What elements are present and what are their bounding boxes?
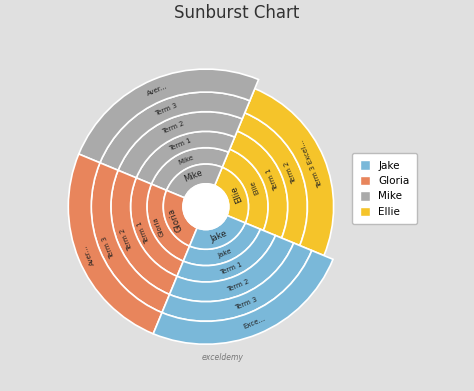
Wedge shape bbox=[177, 229, 275, 282]
Text: Exce...: Exce... bbox=[242, 316, 266, 330]
Wedge shape bbox=[166, 164, 222, 198]
Text: Gloria: Gloria bbox=[167, 206, 184, 233]
Text: Term 1: Term 1 bbox=[219, 262, 244, 276]
Text: Mike: Mike bbox=[182, 169, 204, 184]
Text: Jake: Jake bbox=[218, 248, 233, 259]
Wedge shape bbox=[136, 131, 235, 184]
Text: Term 2: Term 2 bbox=[120, 227, 135, 251]
Text: Jake: Jake bbox=[209, 230, 228, 244]
Text: Term 1: Term 1 bbox=[168, 137, 192, 152]
Wedge shape bbox=[170, 235, 294, 302]
Wedge shape bbox=[111, 170, 177, 294]
Wedge shape bbox=[190, 215, 245, 249]
Wedge shape bbox=[68, 154, 162, 334]
Wedge shape bbox=[118, 112, 242, 178]
Wedge shape bbox=[153, 251, 333, 344]
Wedge shape bbox=[237, 113, 308, 246]
Text: exceldemy: exceldemy bbox=[201, 353, 243, 362]
Wedge shape bbox=[215, 167, 248, 223]
Wedge shape bbox=[79, 69, 258, 163]
Text: Mike: Mike bbox=[178, 154, 195, 166]
Wedge shape bbox=[151, 148, 228, 190]
Wedge shape bbox=[130, 178, 183, 276]
Text: Term 2: Term 2 bbox=[227, 278, 250, 292]
Wedge shape bbox=[222, 149, 268, 230]
Text: Gloria: Gloria bbox=[152, 215, 166, 237]
Wedge shape bbox=[164, 190, 197, 246]
Text: Term 2: Term 2 bbox=[161, 121, 185, 135]
Legend: Jake, Gloria, Mike, Ellie: Jake, Gloria, Mike, Ellie bbox=[352, 153, 417, 224]
Text: Term 1: Term 1 bbox=[265, 167, 280, 191]
Text: Aver...: Aver... bbox=[82, 244, 96, 266]
Text: Term 2: Term 2 bbox=[283, 160, 298, 183]
Text: Aver...: Aver... bbox=[146, 83, 169, 97]
Wedge shape bbox=[100, 92, 250, 170]
Text: Term 3 Excel...: Term 3 Excel... bbox=[299, 138, 324, 188]
Text: Ellie: Ellie bbox=[249, 179, 260, 194]
Text: Term 3: Term 3 bbox=[234, 296, 258, 311]
Wedge shape bbox=[183, 223, 260, 265]
Text: Ellie: Ellie bbox=[228, 184, 244, 204]
Wedge shape bbox=[162, 243, 312, 321]
Wedge shape bbox=[230, 131, 288, 238]
Wedge shape bbox=[91, 163, 170, 312]
Wedge shape bbox=[147, 184, 190, 261]
Text: Term 1: Term 1 bbox=[137, 221, 151, 244]
Text: Term 3: Term 3 bbox=[154, 102, 178, 117]
Text: Term 3: Term 3 bbox=[102, 235, 116, 259]
Title: Sunburst Chart: Sunburst Chart bbox=[174, 4, 300, 22]
Circle shape bbox=[183, 184, 229, 230]
Wedge shape bbox=[245, 89, 334, 256]
